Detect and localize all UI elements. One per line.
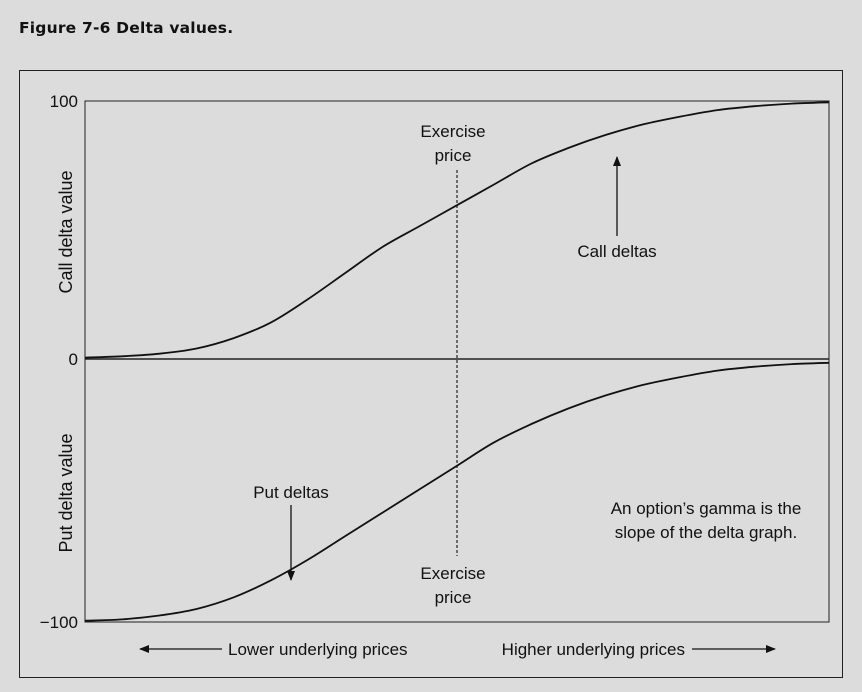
y-axis-label-put: Put delta value bbox=[56, 433, 76, 552]
x-axis-label-lower: Lower underlying prices bbox=[228, 640, 408, 659]
chart-frame bbox=[19, 70, 843, 678]
y-tick-0: 0 bbox=[69, 350, 78, 369]
gamma-note-line-1: An option’s gamma is the bbox=[611, 499, 802, 518]
exercise-price-label-top-1: Exercise bbox=[420, 122, 485, 141]
plot-area bbox=[84, 100, 830, 623]
y-tick-100: 100 bbox=[50, 92, 78, 111]
series-line-put-deltas bbox=[84, 361, 830, 622]
figure-title: Figure 7-6 Delta values. bbox=[19, 19, 234, 37]
x-axis-label-higher: Higher underlying prices bbox=[502, 640, 685, 659]
exercise-price-label-top-2: price bbox=[435, 146, 472, 165]
series-line-call-deltas bbox=[84, 101, 830, 359]
call-deltas-label: Call deltas bbox=[577, 242, 656, 261]
put-deltas-label: Put deltas bbox=[253, 483, 329, 502]
y-tick-minus-100: −100 bbox=[40, 613, 78, 632]
gamma-note-line-2: slope of the delta graph. bbox=[615, 523, 797, 542]
exercise-price-label-bottom-2: price bbox=[435, 588, 472, 607]
exercise-price-label-bottom-1: Exercise bbox=[420, 564, 485, 583]
y-axis-label-call: Call delta value bbox=[56, 170, 76, 293]
